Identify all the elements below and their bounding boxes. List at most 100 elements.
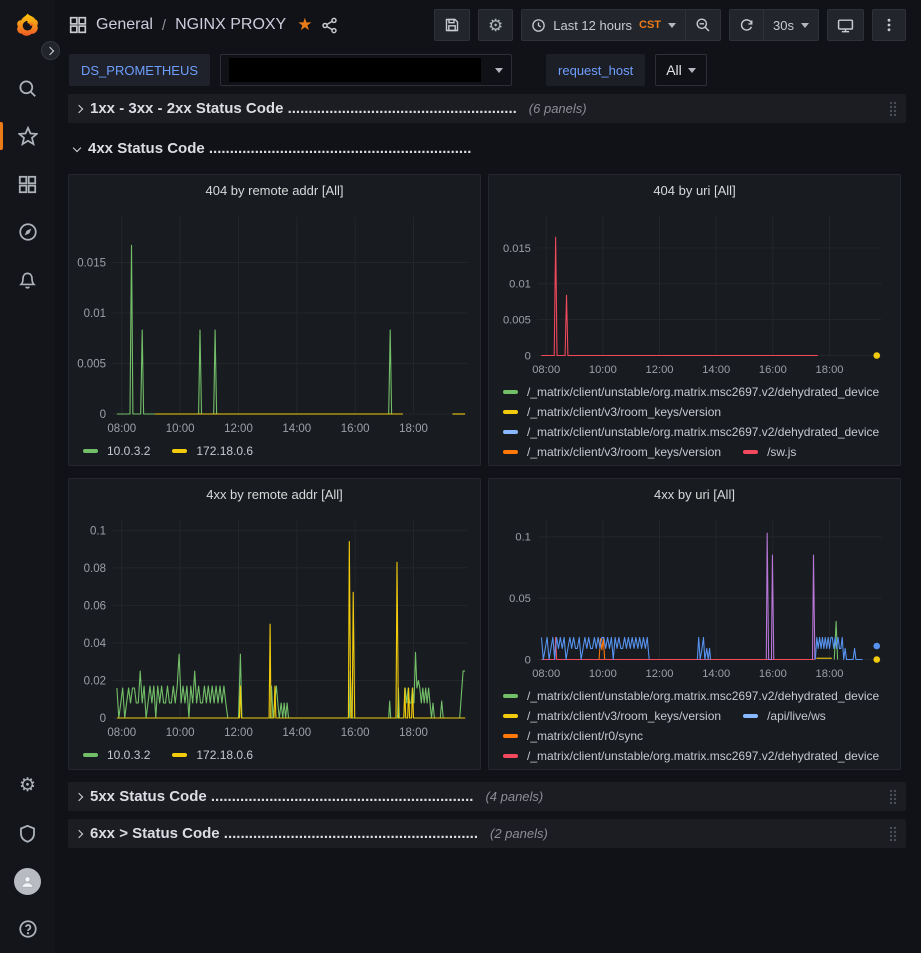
row-title: 6xx > Status Code ......................… <box>90 825 479 842</box>
legend-swatch-icon <box>503 410 518 414</box>
legend-swatch-icon <box>743 714 759 718</box>
series-end-dot <box>873 642 881 650</box>
legend-item[interactable]: /_matrix/client/unstable/org.matrix.msc2… <box>503 689 879 703</box>
legend-swatch-icon <box>83 753 98 757</box>
row-header-4xx[interactable]: 4xx Status Code ........................… <box>68 134 906 163</box>
chart-canvas[interactable]: 0 0.005 0.01 0.015 08:00 10:00 12:00 14:00 16:00… <box>497 204 894 381</box>
dashboard-squares-icon <box>69 16 87 34</box>
svg-text:0: 0 <box>525 655 531 667</box>
row-header-5xx[interactable]: 5xx Status Code ........................… <box>68 782 906 811</box>
search-icon[interactable] <box>0 64 55 112</box>
svg-text:18:00: 18:00 <box>816 668 844 680</box>
refresh-group: 30s <box>729 9 819 41</box>
toolbar-actions: ⚙ Last 12 hours CST <box>434 9 906 41</box>
legend-item[interactable]: 10.0.3.2 <box>83 444 150 458</box>
panel-4xx-by-remote-addr-all: 4xx by remote addr [All] 0 0.02 0.04 0.06 0.0… <box>68 478 481 770</box>
panel-title[interactable]: 404 by remote addr [All] <box>205 183 344 198</box>
row-header-6xx[interactable]: 6xx > Status Code ......................… <box>68 819 906 848</box>
legend-item[interactable]: /_matrix/client/v3/room_keys/version <box>503 405 721 419</box>
svg-text:0.015: 0.015 <box>77 257 106 269</box>
timezone-label: CST <box>639 19 662 31</box>
svg-text:12:00: 12:00 <box>224 727 253 739</box>
question-icon[interactable] <box>0 905 55 953</box>
svg-text:0.1: 0.1 <box>515 532 531 544</box>
panel-title[interactable]: 4xx by uri [All] <box>654 487 735 502</box>
legend-item[interactable]: /api/live/ws <box>743 709 826 723</box>
svg-text:08:00: 08:00 <box>532 668 560 680</box>
chevron-right-icon <box>74 792 84 801</box>
legend-item[interactable]: /_matrix/client/v3/room_keys/version <box>503 445 721 459</box>
series--sw.js <box>541 236 818 357</box>
legend-item[interactable]: /_matrix/client/unstable/org.matrix.msc2… <box>503 385 879 399</box>
favorite-star-icon[interactable]: ★ <box>297 15 313 34</box>
legend-label: /_matrix/client/v3/room_keys/version <box>527 405 722 419</box>
sidebar-expand-button[interactable] <box>41 41 60 60</box>
svg-text:0.1: 0.1 <box>90 525 106 537</box>
legend-label: /_matrix/client/r0/sync <box>527 729 644 743</box>
share-icon[interactable] <box>321 17 338 34</box>
tv-icon <box>837 18 854 32</box>
series-172.18.0.6 <box>116 541 466 719</box>
zoom-out-button[interactable] <box>685 9 722 41</box>
panel-404-by-remote-addr-all: 404 by remote addr [All] 0 0.005 0.01 0.015 0… <box>68 174 481 466</box>
legend-item[interactable]: 172.18.0.6 <box>172 748 253 762</box>
row-drag-handle[interactable] <box>888 825 898 843</box>
kebab-menu-button[interactable] <box>872 9 906 41</box>
row-drag-handle[interactable] <box>888 100 898 118</box>
legend-item[interactable]: /_matrix/client/unstable/org.matrix.msc2… <box>503 749 879 763</box>
legend-item[interactable]: /_matrix/client/unstable/org.matrix.msc2… <box>503 425 879 439</box>
grafana-logo[interactable] <box>14 12 41 44</box>
panel-title[interactable]: 4xx by remote addr [All] <box>206 487 343 502</box>
refresh-button[interactable] <box>729 9 764 41</box>
refresh-icon <box>740 18 753 31</box>
dashboards-icon[interactable] <box>0 160 55 208</box>
gear-icon[interactable]: ⚙ <box>18 774 37 796</box>
dashboard-toolbar: General / NGINX PROXY ★ ⚙ <box>55 0 921 50</box>
panel-404-by-uri-all: 404 by uri [All] 0 0.005 0.01 0.015 08:00 10:0… <box>488 174 901 466</box>
chart-canvas[interactable]: 0 0.02 0.04 0.06 0.08 0.1 08:00 10:00 12:00 14:00… <box>77 509 474 744</box>
chart-canvas[interactable]: 0 0.005 0.01 0.015 08:00 10:00 12:00 14:00 16:00… <box>77 205 474 440</box>
legend-item[interactable]: /_matrix/client/v3/room_keys/version <box>503 709 721 723</box>
kebab-icon <box>887 18 891 32</box>
panel-title[interactable]: 404 by uri [All] <box>653 183 736 198</box>
legend-item[interactable]: /_matrix/client/r0/sync <box>503 729 643 743</box>
legend-label: /_matrix/client/unstable/org.matrix.msc2… <box>527 689 880 703</box>
legend-item[interactable]: 10.0.3.2 <box>83 748 150 762</box>
legend-swatch-icon <box>503 754 518 758</box>
breadcrumb-folder[interactable]: General <box>96 16 153 33</box>
time-range-picker[interactable]: Last 12 hours CST <box>521 9 686 41</box>
legend-swatch-icon <box>83 449 98 453</box>
svg-text:0.015: 0.015 <box>503 243 531 255</box>
request-host-value: All <box>666 62 682 78</box>
chart-canvas[interactable]: 0 0.05 0.1 08:00 10:00 12:00 14:00 16:00 18:00 <box>497 508 894 685</box>
row-title: 1xx - 3xx - 2xx Status Code ............… <box>90 100 517 117</box>
breadcrumb: General / NGINX PROXY ★ <box>69 15 338 35</box>
dashboard-settings-button[interactable]: ⚙ <box>478 9 514 41</box>
chevron-right-icon <box>74 104 84 113</box>
save-dashboard-button[interactable] <box>434 9 470 41</box>
star-icon[interactable] <box>0 112 55 160</box>
shield-icon[interactable] <box>0 809 55 857</box>
compass-icon[interactable] <box>0 208 55 256</box>
svg-text:08:00: 08:00 <box>107 727 136 739</box>
legend-label: 172.18.0.6 <box>196 444 254 458</box>
panel-legend: /_matrix/client/unstable/org.matrix.msc2… <box>497 685 892 769</box>
avatar-icon[interactable] <box>0 857 55 905</box>
time-picker-group: Last 12 hours CST <box>521 9 722 41</box>
row-panel-count: (2 panels) <box>490 826 548 841</box>
bell-icon[interactable] <box>0 256 55 304</box>
svg-text:12:00: 12:00 <box>646 668 674 680</box>
tv-mode-button[interactable] <box>827 9 864 41</box>
dashboard-body: 1xx - 3xx - 2xx Status Code ............… <box>55 90 921 953</box>
svg-text:10:00: 10:00 <box>589 364 617 376</box>
legend-label: /_matrix/client/unstable/org.matrix.msc2… <box>527 749 880 763</box>
row-drag-handle[interactable] <box>888 788 898 806</box>
series-end-dot <box>873 352 881 360</box>
request-host-select[interactable]: All <box>655 54 707 86</box>
row-header-1xx-3xx-2xx[interactable]: 1xx - 3xx - 2xx Status Code ............… <box>68 94 906 123</box>
legend-item[interactable]: /sw.js <box>743 445 796 459</box>
legend-item[interactable]: 172.18.0.6 <box>172 444 253 458</box>
ds-prometheus-select[interactable] <box>220 54 513 86</box>
refresh-interval-picker[interactable]: 30s <box>763 9 819 41</box>
breadcrumb-dashboard-title[interactable]: NGINX PROXY <box>175 16 287 33</box>
